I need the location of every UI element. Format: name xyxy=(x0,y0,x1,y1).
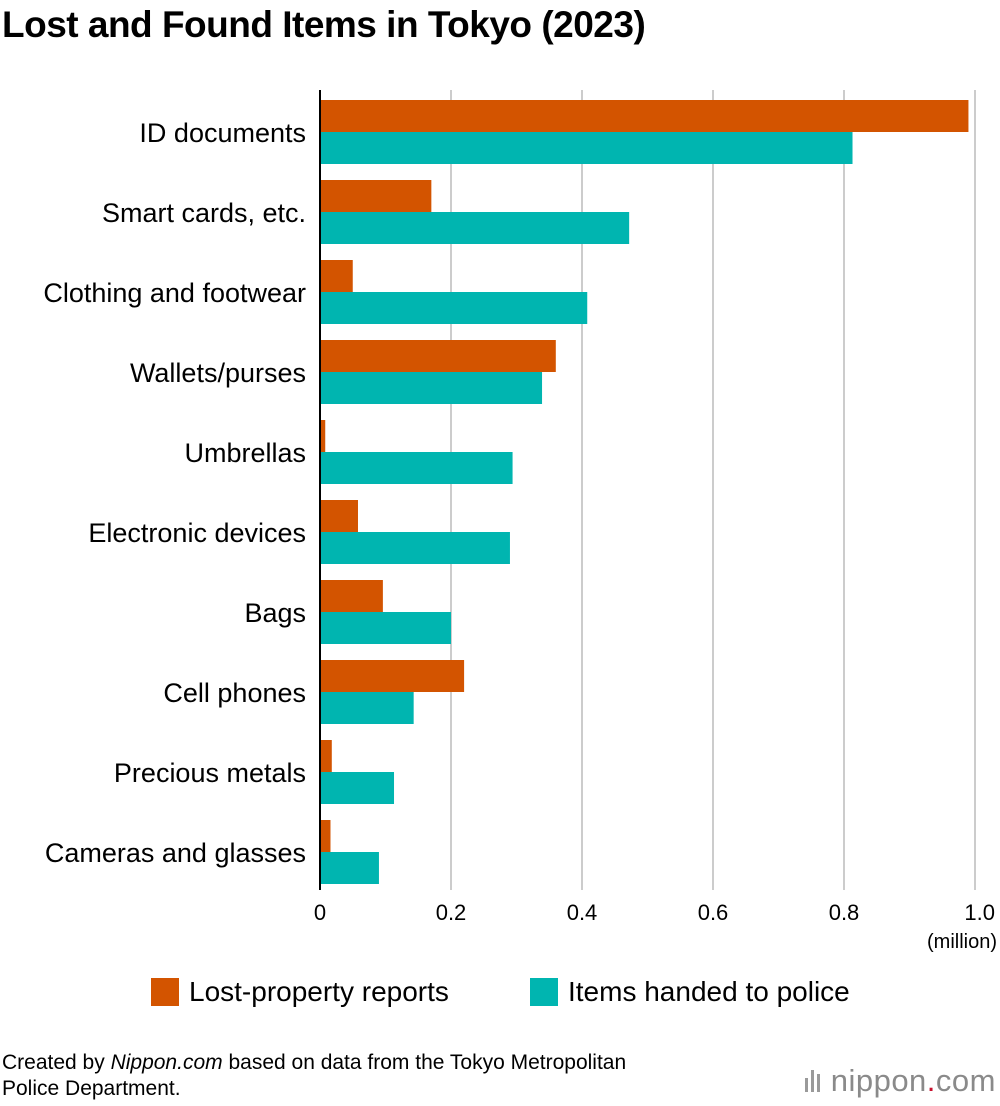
category-label: Umbrellas xyxy=(184,438,306,468)
source-line2: Police Department. xyxy=(2,1077,181,1100)
bar-lost xyxy=(320,580,383,612)
bar-lost xyxy=(320,660,465,692)
chart-title: Lost and Found Items in Tokyo (2023) xyxy=(2,4,646,45)
category-label: Smart cards, etc. xyxy=(102,198,306,228)
bar-found xyxy=(320,852,379,884)
logo-tld: com xyxy=(935,1063,996,1098)
bar-found xyxy=(320,692,414,724)
logo-name: nippon xyxy=(830,1063,927,1098)
category-label: ID documents xyxy=(139,118,306,148)
category-label: Cameras and glasses xyxy=(45,838,306,868)
bar-found xyxy=(320,772,395,804)
bar-lost xyxy=(320,260,353,292)
legend-swatch-found xyxy=(530,978,558,1006)
bar-lost xyxy=(320,340,556,372)
bar-found xyxy=(320,452,513,484)
legend: Lost-property reports Items handed to po… xyxy=(0,976,1000,1016)
bar-found xyxy=(320,612,451,644)
logo-dot: . xyxy=(926,1063,936,1098)
bar-lost xyxy=(320,500,358,532)
source-suffix: based on data from the Tokyo Metropolita… xyxy=(222,1051,627,1074)
logo-bars-icon xyxy=(804,1070,823,1092)
legend-label-lost: Lost-property reports xyxy=(189,976,449,1007)
unit-label: (million) xyxy=(927,931,997,953)
bar-found xyxy=(320,212,630,244)
bar-found xyxy=(320,292,588,324)
tick-label: 0.4 xyxy=(567,900,598,925)
bar-lost xyxy=(320,100,969,132)
legend-item-lost: Lost-property reports xyxy=(151,976,449,1008)
tick-label: 1.0 xyxy=(964,900,995,925)
bar-lost xyxy=(320,820,331,852)
tick-label: 0 xyxy=(314,900,326,925)
legend-item-found: Items handed to police xyxy=(530,976,850,1008)
category-label: Cell phones xyxy=(163,678,306,708)
tick-label: 0.2 xyxy=(436,900,467,925)
source-prefix: Created by xyxy=(2,1051,111,1074)
bar-lost xyxy=(320,740,332,772)
category-label: Wallets/purses xyxy=(130,358,306,388)
bar-found xyxy=(320,532,510,564)
category-label: Bags xyxy=(244,598,306,628)
legend-label-found: Items handed to police xyxy=(568,976,850,1007)
tick-label: 0.8 xyxy=(829,900,860,925)
category-label: Electronic devices xyxy=(88,518,306,548)
source-site: Nippon.com xyxy=(110,1051,223,1074)
bar-lost xyxy=(320,180,432,212)
tick-label: 0.6 xyxy=(698,900,729,925)
category-label: Precious metals xyxy=(114,758,306,788)
category-label: Clothing and footwear xyxy=(43,278,306,308)
bar-found xyxy=(320,372,543,404)
nippon-logo: nippon. com xyxy=(804,1063,996,1099)
source-note: Created by Nippon.com based on data from… xyxy=(2,1050,626,1102)
bar-chart: ID documents Smart cards, etc. Clothing an… xyxy=(43,90,997,953)
legend-swatch-lost xyxy=(151,978,179,1006)
bar-found xyxy=(320,132,853,164)
bar-lost xyxy=(320,420,326,452)
